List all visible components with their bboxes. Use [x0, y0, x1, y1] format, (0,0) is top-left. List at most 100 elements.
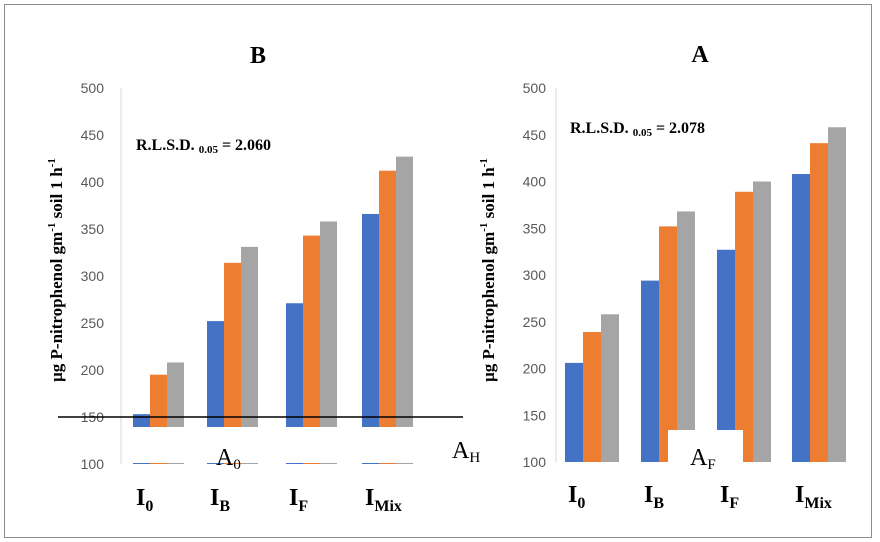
panel-b-y-label-mid: soil 1 h — [47, 167, 66, 223]
panel-a-overlay-af: AF — [690, 445, 716, 473]
panel-a-af-sub: F — [707, 457, 715, 473]
panel-a-bar-s2-c3 — [735, 191, 753, 462]
panel-a-category-sub: 0 — [577, 495, 585, 512]
panel-a-category-label: IMix — [795, 482, 832, 512]
panel-b-a0-sub: 0 — [233, 457, 241, 473]
panel-b-category-sub: B — [219, 498, 230, 515]
panel-b-y-tick-label: 450 — [81, 127, 105, 143]
panel-b-bar-s3-c4 — [396, 156, 413, 464]
panel-a-y-label-text: μg P-nitrophenol gm — [479, 232, 498, 382]
panel-b-ah-sub: H — [469, 450, 480, 466]
panel-b-bar-s2-c2 — [224, 262, 241, 464]
panel-b-category-main: I — [210, 485, 219, 511]
panel-a-af-main: A — [690, 445, 708, 471]
panel-a-category-main: I — [568, 482, 577, 508]
figure-frame — [4, 4, 872, 538]
panel-b-category-label: IB — [210, 485, 230, 515]
panel-b-category-sub: F — [298, 498, 308, 515]
panel-b-bars — [133, 156, 413, 464]
panel-b-category-sub: 0 — [145, 498, 153, 515]
panel-b-y-tick-label: 100 — [81, 456, 105, 472]
panel-b-category-main: I — [365, 485, 374, 511]
panel-a-y-tick-label: 200 — [523, 361, 547, 377]
panel-b-category-label: IMix — [365, 485, 402, 515]
panel-b-y-label-text: μg P-nitrophenol gm — [47, 232, 66, 382]
panel-a-rlsd-annotation: R.L.S.D. 0.05 = 2.078 — [570, 120, 705, 139]
panel-a-category-main: I — [644, 482, 653, 508]
panel-b-y-tick-label: 200 — [81, 362, 105, 378]
panel-b-y-axis-label: μg P-nitrophenol gm-1 soil 1 h-1 — [46, 158, 66, 382]
panel-a-bar-s2-c1 — [583, 332, 601, 462]
panel-b-a0-main: A — [216, 445, 234, 471]
panel-a-category-label: IF — [720, 482, 739, 512]
panel-b-ah-main: A — [452, 438, 470, 464]
panel-b-mask — [124, 427, 440, 463]
panel-b-bar-s3-c3 — [320, 221, 337, 464]
panel-a-bar-s3-c3 — [753, 181, 771, 462]
panel-b-overlay-ah: AH — [452, 438, 480, 466]
panel-a-category-label: I0 — [568, 482, 585, 512]
panel-a-bar-s1-c2 — [641, 280, 659, 462]
panel-a-bar-s1-c1 — [565, 362, 583, 462]
panel-a-bar-s3-c1 — [601, 314, 619, 462]
panel-a-y-label-sup2: -1 — [478, 158, 490, 167]
panel-a-y-label-mid: soil 1 h — [479, 167, 498, 223]
panel-a-y-tick-label: 150 — [523, 407, 547, 423]
panel-a-bar-s2-c4 — [810, 143, 828, 463]
panel-b-category-sub: Mix — [374, 498, 402, 515]
panel-b-y-tick-label: 500 — [81, 80, 105, 96]
panel-a-y-label-sup1: -1 — [478, 223, 490, 232]
panel-a: A 100 150 200 250 300 350 400 450 500 μg P-nitro… — [478, 42, 846, 512]
panel-a-y-tick-label: 500 — [523, 80, 547, 96]
panel-b-rlsd-sub: 0.05 — [199, 144, 219, 156]
panel-b-y-tick-label: 250 — [81, 315, 105, 331]
panel-b-category-labels: I0 IB IF IMix — [136, 485, 402, 515]
panel-a-y-axis-label: μg P-nitrophenol gm-1 soil 1 h-1 — [478, 158, 498, 382]
panel-b-y-tick-label: 350 — [81, 221, 105, 237]
panel-a-y-tick-label: 100 — [523, 454, 547, 470]
panel-b-category-label: IF — [289, 485, 308, 515]
panel-b-rlsd-main: R.L.S.D. — [136, 137, 199, 154]
panel-a-category-main: I — [720, 482, 729, 508]
panel-b-title: B — [250, 43, 266, 69]
panel-b-rlsd-tail: = 2.060 — [218, 137, 271, 154]
panel-a-category-label: IB — [644, 482, 664, 512]
panel-b-overlay-a0: A0 — [216, 445, 241, 473]
panel-a-y-ticks: 100 150 200 250 300 350 400 450 500 — [523, 80, 547, 470]
panel-a-bar-s3-c4 — [828, 127, 846, 463]
panel-a-rlsd-main: R.L.S.D. — [570, 120, 633, 137]
panel-b-y-label-sup2: -1 — [46, 158, 58, 167]
panel-a-bar-s2-c2 — [659, 226, 677, 462]
panel-b-category-main: I — [289, 485, 298, 511]
panel-a-bars — [565, 127, 846, 463]
panel-a-rlsd-tail: = 2.078 — [652, 120, 705, 137]
panel-a-category-sub: F — [729, 495, 739, 512]
panel-b-rlsd-annotation: R.L.S.D. 0.05 = 2.060 — [136, 137, 271, 156]
panel-a-rlsd-sub: 0.05 — [633, 127, 653, 139]
panel-b-category-main: I — [136, 485, 145, 511]
panel-b-category-label: I0 — [136, 485, 153, 515]
panel-a-bar-s1-c4 — [792, 174, 810, 462]
panel-a-mask — [668, 430, 743, 463]
panel-a-bar-s1-c3 — [717, 249, 735, 462]
panel-a-y-tick-label: 350 — [523, 220, 547, 236]
panel-b-bar-s2-c4 — [379, 170, 396, 464]
panel-a-y-tick-label: 450 — [523, 127, 547, 143]
panel-a-y-tick-label: 400 — [523, 174, 547, 190]
panel-a-title: A — [691, 42, 709, 68]
panel-a-category-labels: I0 IB IF IMix — [568, 482, 832, 512]
panel-b-bar-s1-c4 — [362, 213, 379, 464]
panel-b-y-tick-label: 400 — [81, 174, 105, 190]
panel-a-category-sub: Mix — [804, 495, 832, 512]
panel-a-category-sub: B — [653, 495, 664, 512]
panel-a-bar-s3-c2 — [677, 211, 695, 462]
panel-b-bar-s3-c2 — [241, 246, 258, 464]
panel-a-category-main: I — [795, 482, 804, 508]
panel-b-bar-s1-c3 — [286, 303, 303, 464]
panel-a-y-tick-label: 250 — [523, 314, 547, 330]
panel-a-y-tick-label: 300 — [523, 267, 547, 283]
panel-b-bar-s2-c3 — [303, 235, 320, 464]
